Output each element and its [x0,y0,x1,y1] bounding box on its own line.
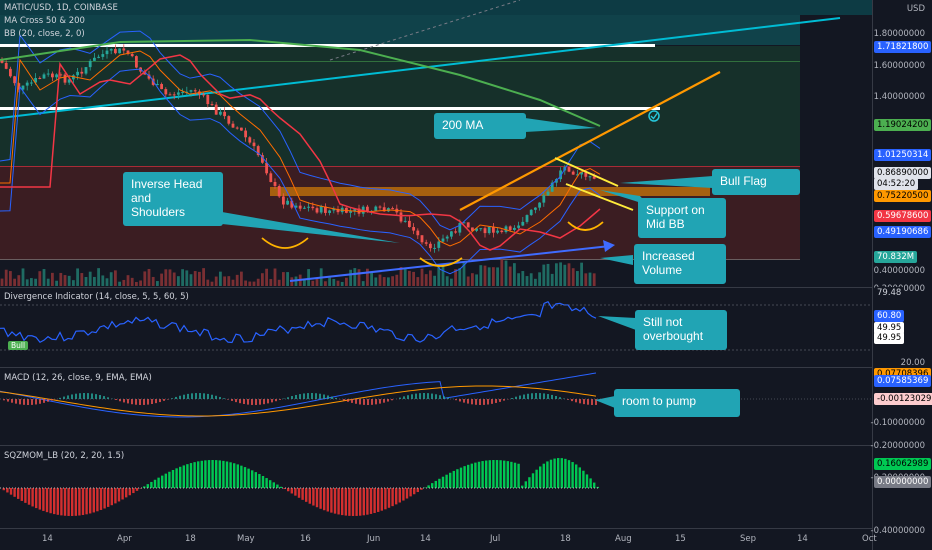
indicator-ma-cross[interactable]: MA Cross 50 & 200 [4,16,85,26]
zone-green [0,46,800,166]
price-badge-main-0: 1.71821800 [874,41,932,53]
xtick-13: Oct [862,534,877,544]
xtick-9: Aug [615,534,632,544]
xtick-7: Jul [490,534,501,544]
xtick-10: 15 [675,534,686,544]
zone-green-line [0,61,800,62]
sqzmom-title[interactable]: SQZMOM_LB (20, 2, 20, 1.5) [4,451,125,461]
resistance-line-mid [0,107,660,110]
price-badge-macd-1: 0.07585369 [874,375,932,387]
long-trendline [0,17,841,119]
ytick-sqz-2: -0.40000000 [870,526,925,536]
price-badge-main-3: 0.86890000 [874,167,932,179]
breakout-trendline [459,71,721,211]
price-badge-macd-2: -0.00123029 [874,393,932,405]
ytick-macd-1: -0.10000000 [870,418,925,428]
ytick-1-4: 1.40000000 [873,92,925,102]
callout-pointer-ihs [222,212,400,243]
bull-label: Bull [8,341,29,350]
flag-line-bottom [565,183,634,211]
xtick-12: 14 [797,534,808,544]
head-arc [419,257,463,267]
callout-200ma: 200 MA [434,113,526,139]
zone-upper [0,0,872,15]
xtick-4: 16 [300,534,311,544]
callout-not-overbought: Still not overbought [635,310,727,350]
callout-support-mid-bb: Support on Mid BB [638,198,726,238]
callout-bull-flag: Bull Flag [712,169,800,195]
axis-currency: USD [906,4,925,14]
callout-pointer-pump [595,396,615,408]
callout-pointer-notob [598,316,636,330]
ytick-1-6: 1.60000000 [873,61,925,71]
price-badge-divergence-3: 49.95 [874,332,905,344]
callout-pointer-200ma [525,118,596,132]
price-badge-divergence-0: 79.48 [874,287,905,299]
shoulder-left-arc [261,237,309,249]
price-badge-main-1: 1.19024200 [874,119,932,131]
indicator-bb[interactable]: BB (20, close, 2, 0) [4,29,85,39]
xtick-1: Apr [117,534,132,544]
price-badge-sqz-1: 0.00000000 [874,476,932,488]
macd-title[interactable]: MACD (12, 26, close, 9, EMA, EMA) [4,373,152,383]
shoulder-right-arc [567,221,604,231]
ytick-macd-2: -0.20000000 [870,441,925,451]
ytick-div-20: 20.00 [900,358,925,368]
price-badge-sqz-0: 0.16062989 [874,458,932,470]
price-badge-divergence-1: 60.80 [874,310,905,322]
price-badge-divergence-2: 49.95 [874,322,905,334]
price-badge-main-4: 04:52:20 [874,178,919,190]
ytick-0-4: 0.40000000 [873,266,925,276]
zone-teal [0,15,800,45]
callout-increased-volume: Increased Volume [634,244,726,284]
target-check-icon [648,110,660,122]
price-badge-main-2: 1.01250314 [874,149,932,161]
support-band [270,187,710,196]
xtick-3: May [237,534,255,544]
price-badge-main-7: 0.49190686 [874,226,932,238]
callout-pointer-volume [600,255,633,265]
price-badge-main-5: 0.75220500 [874,190,932,202]
xtick-0: 14 [42,534,53,544]
price-badge-main-8: 70.832M [874,251,918,263]
xtick-2: 18 [185,534,196,544]
symbol-title[interactable]: MATIC/USD, 1D, COINBASE [4,3,118,13]
xtick-6: 14 [420,534,431,544]
resistance-line-top [0,44,655,47]
divergence-title[interactable]: Divergence Indicator (14, close, 5, 5, 6… [4,292,189,302]
callout-room-to-pump: room to pump [614,389,740,417]
callout-pointer-bullflag [620,176,713,188]
xtick-5: Jun [367,534,381,544]
flag-line-top [554,157,619,187]
ytick-1-8: 1.80000000 [873,29,925,39]
xtick-8: 18 [560,534,571,544]
price-chart-canvas[interactable] [0,0,872,550]
callout-pointer-support [600,190,648,205]
callout-inverse-head-shoulders: Inverse Head and Shoulders [123,172,223,226]
xtick-11: Sep [740,534,757,544]
price-badge-main-6: 0.59678600 [874,210,932,222]
